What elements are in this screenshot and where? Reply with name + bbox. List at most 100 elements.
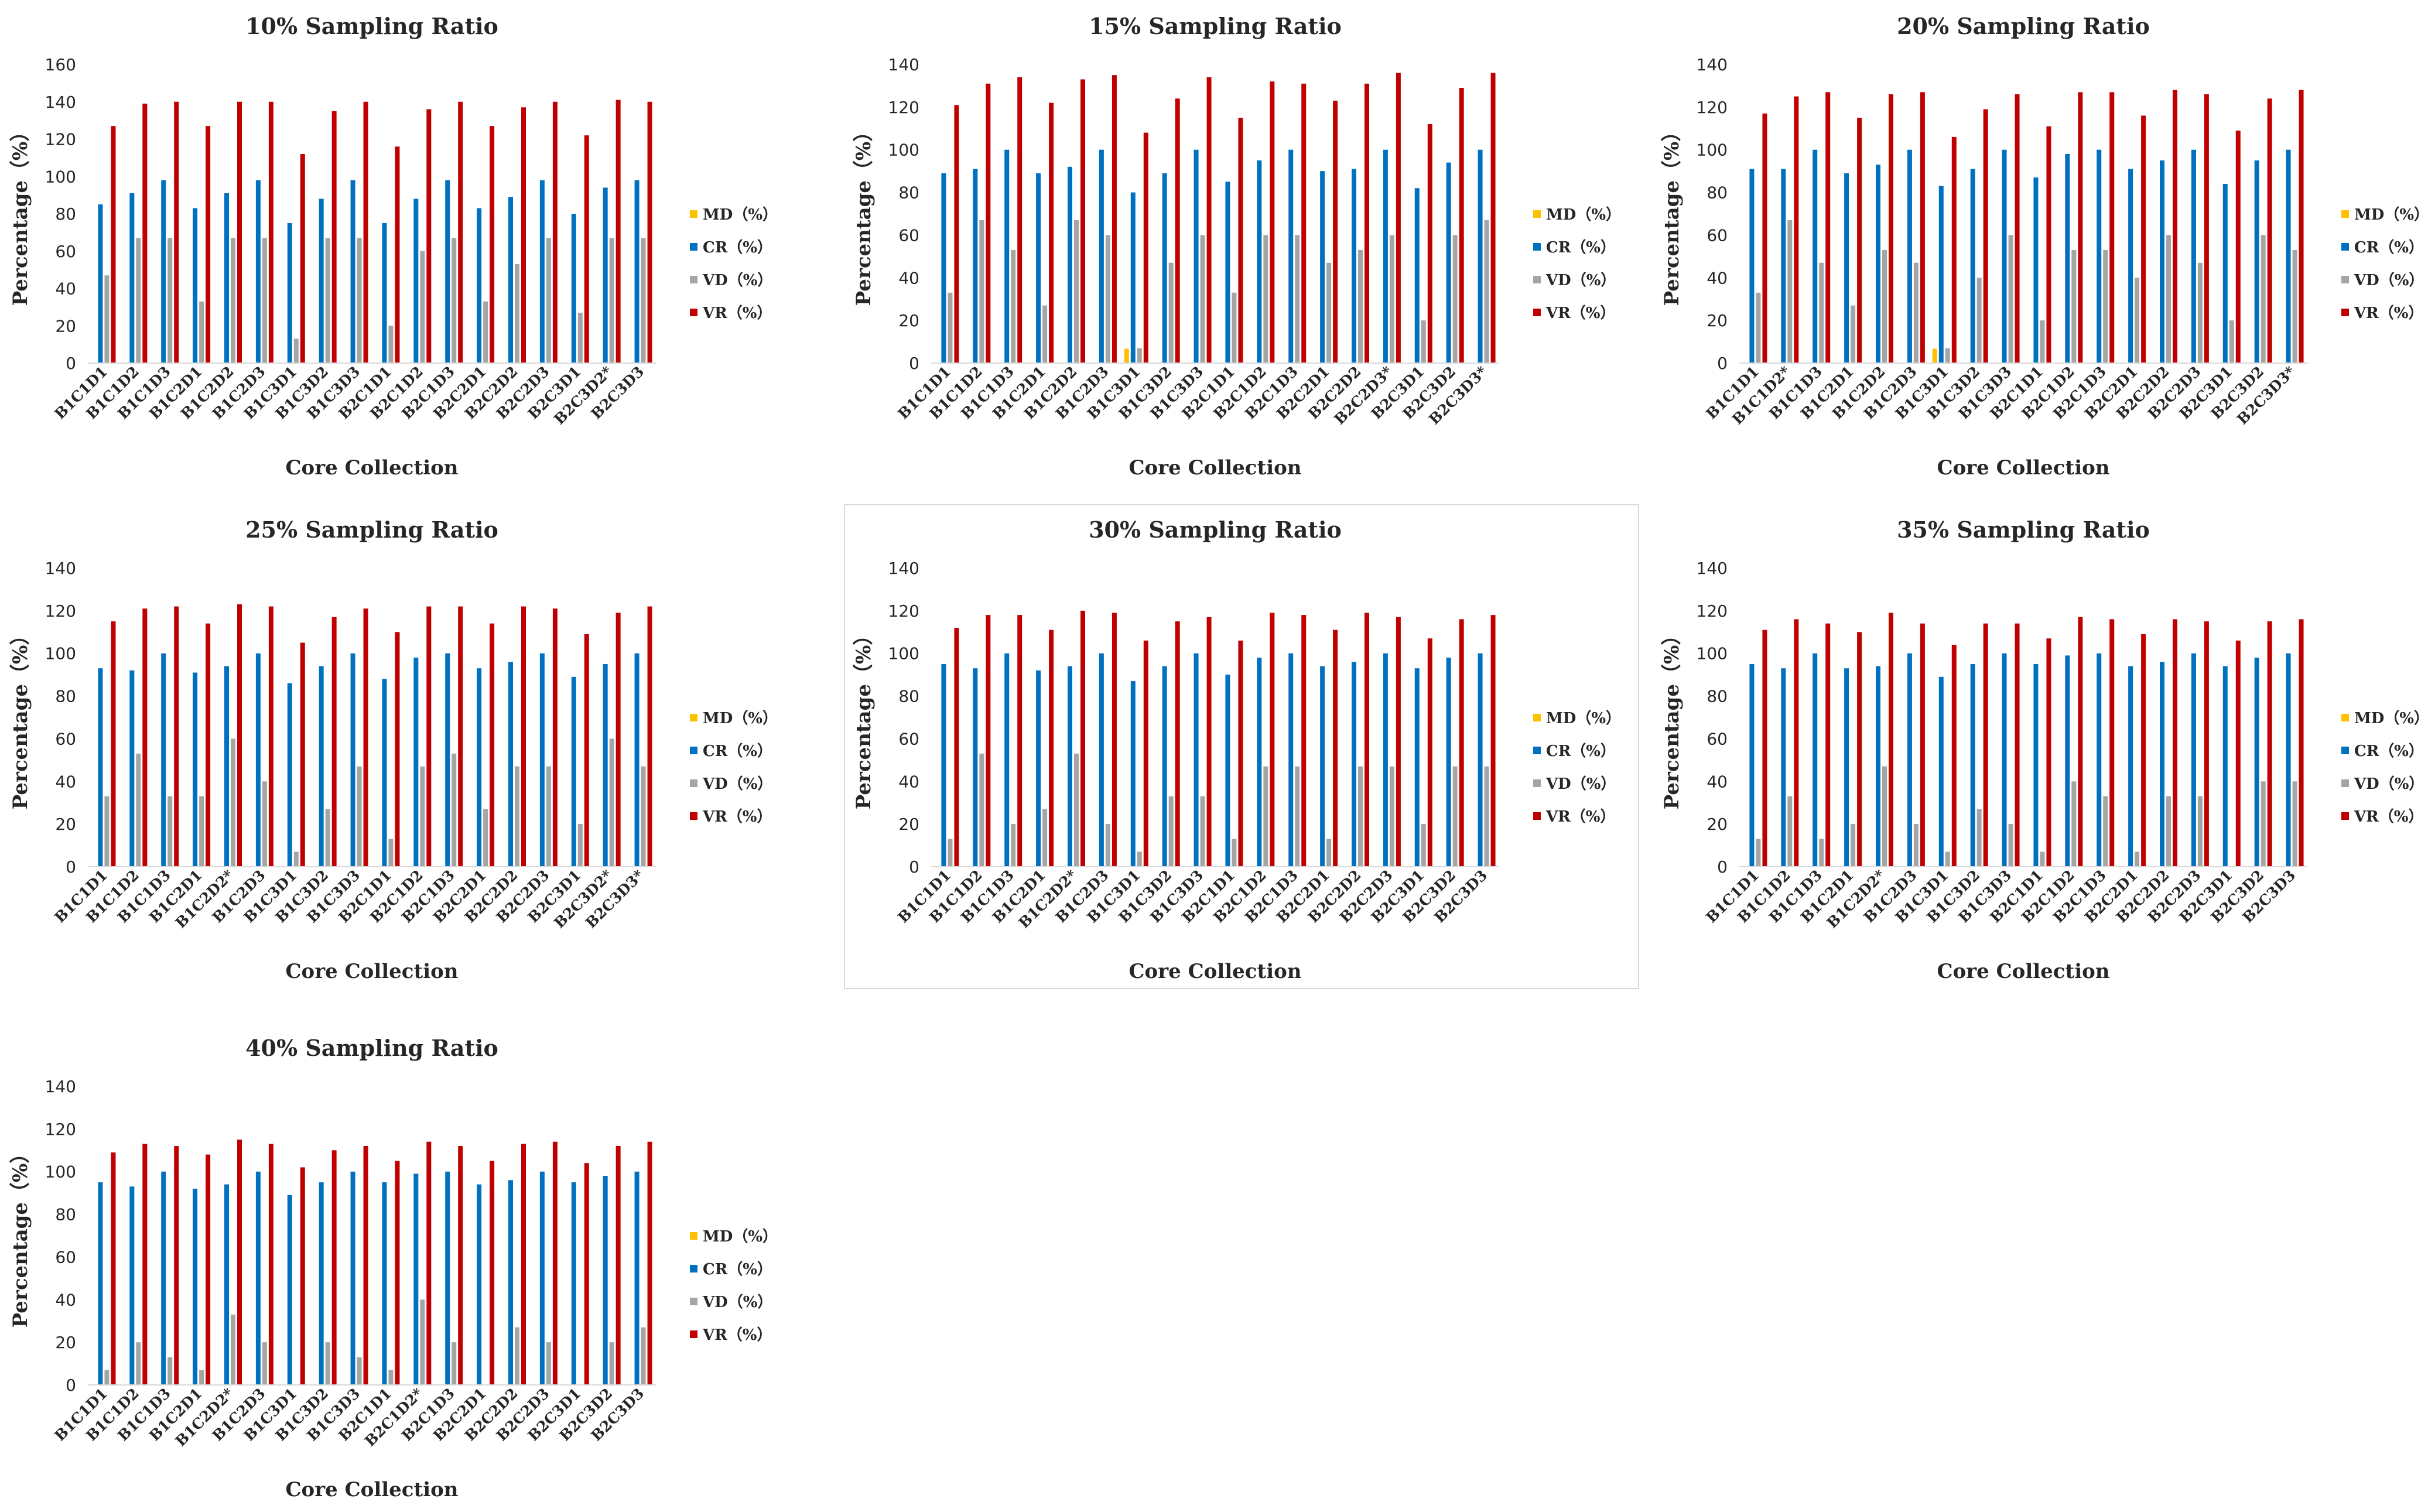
bar-vr-b2c3d3star	[1490, 73, 1496, 363]
bar-vd-b2c1d2star	[420, 1299, 425, 1385]
bar-vr-b1c2d2	[1889, 94, 1893, 363]
bar-cr-b1c2d1	[193, 672, 198, 867]
bar-vd-b1c1d1	[1756, 839, 1761, 867]
bar-vr-b1c2d2star	[1080, 610, 1085, 867]
bar-cr-b1c3d1	[1938, 676, 1944, 867]
bar-vr-b2c3d2	[615, 1146, 621, 1385]
bar-cr-b1c2d1	[1844, 668, 1849, 867]
chart-panel-1: 10% Sampling Ratio 0 20 40 60 80 100 120 140 160 P…	[9, 13, 778, 480]
bar-vd-b2c1d2	[1263, 766, 1268, 867]
bar-vd-b2c2d2	[515, 766, 519, 867]
bar-vd-b1c1d1	[1756, 292, 1761, 363]
bar-cr-b2c3d3star	[634, 653, 640, 867]
bar-vr-b2c1d2	[2078, 92, 2083, 364]
legend-swatch	[2341, 812, 2349, 820]
y-tick-label: 40	[1707, 268, 1728, 288]
y-tick-label: 140	[888, 55, 919, 74]
bar-cr-b2c2d2	[508, 662, 513, 867]
bar-vr-b2c3d1	[1427, 638, 1432, 867]
bar-vd-b1c2d2star	[231, 738, 235, 867]
bar-vr-b1c3d2	[1175, 98, 1180, 364]
legend-label: MD（%）	[2354, 710, 2428, 727]
legend-swatch	[1533, 210, 1541, 218]
bar-cr-b2c3d2star	[603, 187, 608, 364]
y-tick-label: 140	[1697, 55, 1728, 74]
y-axis-title: Percentage（%）	[852, 122, 876, 306]
bar-cr-b1c2d2star	[1876, 666, 1880, 867]
chart-panel-6: 35% Sampling Ratio 0 20 40 60 80 100 120 140 Perc…	[1660, 516, 2428, 983]
bar-vr-b1c1d2	[142, 608, 148, 867]
bar-vd-b1c1d1	[948, 292, 953, 363]
bar-vr-b1c2d1	[206, 1154, 211, 1385]
y-tick-label: 80	[55, 687, 76, 706]
bar-cr-b1c1d3	[1813, 653, 1818, 867]
bar-vr-b1c1d2	[142, 1144, 148, 1385]
legend: MD（%） CR（%） VD（%） VR（%）	[1533, 710, 1621, 826]
chart-panel-3: 20% Sampling Ratio 0 20 40 60 80 100 120 140 Perc…	[1660, 13, 2428, 480]
bar-vr-b1c2d3	[1112, 75, 1117, 363]
y-tick-label: 60	[55, 729, 76, 748]
bar-cr-b1c1d1	[1749, 169, 1755, 363]
bar-vr-b2c3d1	[1427, 124, 1432, 363]
legend-swatch	[2341, 309, 2349, 316]
bar-vd-b1c2d1	[199, 796, 204, 867]
bar-vd-b2c2d1	[483, 809, 488, 867]
chart-panel-7: 40% Sampling Ratio 0 20 40 60 80 100 120 140 Perc…	[9, 1035, 778, 1501]
x-axis-title: Core Collection	[1128, 960, 1301, 983]
legend-swatch	[690, 714, 697, 721]
bar-vd-b2c1d1	[1232, 839, 1237, 867]
bar-vd-b1c1d3	[1011, 824, 1016, 867]
legend-label: CR（%）	[1546, 239, 1616, 256]
bar-vd-b2c2d1	[483, 301, 488, 363]
bar-vd-b1c1d3	[167, 238, 173, 363]
y-tick-label: 40	[1707, 772, 1728, 791]
bar-vd-b2c1d1	[388, 1370, 394, 1385]
bar-vd-b1c2d2	[231, 238, 235, 363]
bars-group	[941, 610, 1496, 867]
bar-vr-b1c3d2	[1983, 109, 1988, 363]
y-tick-label: 60	[55, 1247, 76, 1267]
bar-cr-b1c3d2	[1970, 663, 1975, 867]
bar-cr-b1c1d3	[161, 653, 166, 867]
bar-vd-b2c3d3	[2292, 781, 2297, 867]
bar-cr-b1c3d1	[287, 223, 292, 363]
bar-vr-b1c2d1	[1857, 632, 1862, 867]
bar-cr-b1c2d1	[1844, 173, 1849, 363]
bar-vr-b2c2d1	[1333, 100, 1338, 363]
y-tick-label: 20	[55, 316, 76, 336]
bar-cr-b1c1d2	[973, 169, 978, 363]
y-tick-label: 20	[55, 1333, 76, 1352]
bar-cr-b2c3d2	[2254, 658, 2259, 867]
legend-swatch	[690, 779, 697, 787]
legend: MD（%） CR（%） VD（%） VR（%）	[690, 710, 778, 826]
x-axis-title: Core Collection	[1937, 456, 2109, 480]
bar-vd-b1c1d3	[167, 1357, 173, 1385]
bar-vd-b1c2d3	[1105, 824, 1110, 867]
bar-vd-b2c3d2	[1452, 766, 1458, 867]
y-tick-label: 120	[888, 601, 919, 621]
legend: MD（%） CR（%） VD（%） VR（%）	[2341, 206, 2428, 322]
bar-vr-b1c1d2star	[1794, 96, 1799, 363]
bar-vr-b2c1d3	[458, 606, 463, 867]
y-tick-label: 100	[45, 1162, 76, 1182]
y-tick-label: 120	[45, 1120, 76, 1139]
bar-cr-b2c2d2	[1352, 169, 1356, 363]
y-tick-label: 60	[898, 225, 919, 245]
bar-cr-b1c2d1	[1036, 173, 1041, 363]
y-tick-label: 0	[1717, 354, 1728, 373]
bar-cr-b1c3d1	[1130, 192, 1136, 363]
bar-vr-b1c2d3	[1920, 623, 1925, 867]
bar-vr-b1c1d1	[954, 105, 959, 363]
bar-vr-b1c1d1	[1762, 630, 1767, 867]
bar-cr-b2c2d3	[2191, 653, 2196, 867]
legend-swatch	[2341, 714, 2349, 721]
bar-cr-b2c2d2	[508, 1180, 513, 1385]
bar-cr-b1c3d2	[319, 666, 324, 867]
legend-label: VR（%）	[702, 808, 772, 826]
bar-vd-b1c2d3	[262, 1342, 267, 1385]
bar-cr-b2c3d2star	[603, 663, 608, 867]
bar-vr-b1c2d2star	[237, 1140, 242, 1385]
bar-vr-b2c3d1	[584, 135, 589, 364]
bar-cr-b2c3d1	[2222, 184, 2228, 363]
legend-label: CR（%）	[1546, 743, 1616, 760]
